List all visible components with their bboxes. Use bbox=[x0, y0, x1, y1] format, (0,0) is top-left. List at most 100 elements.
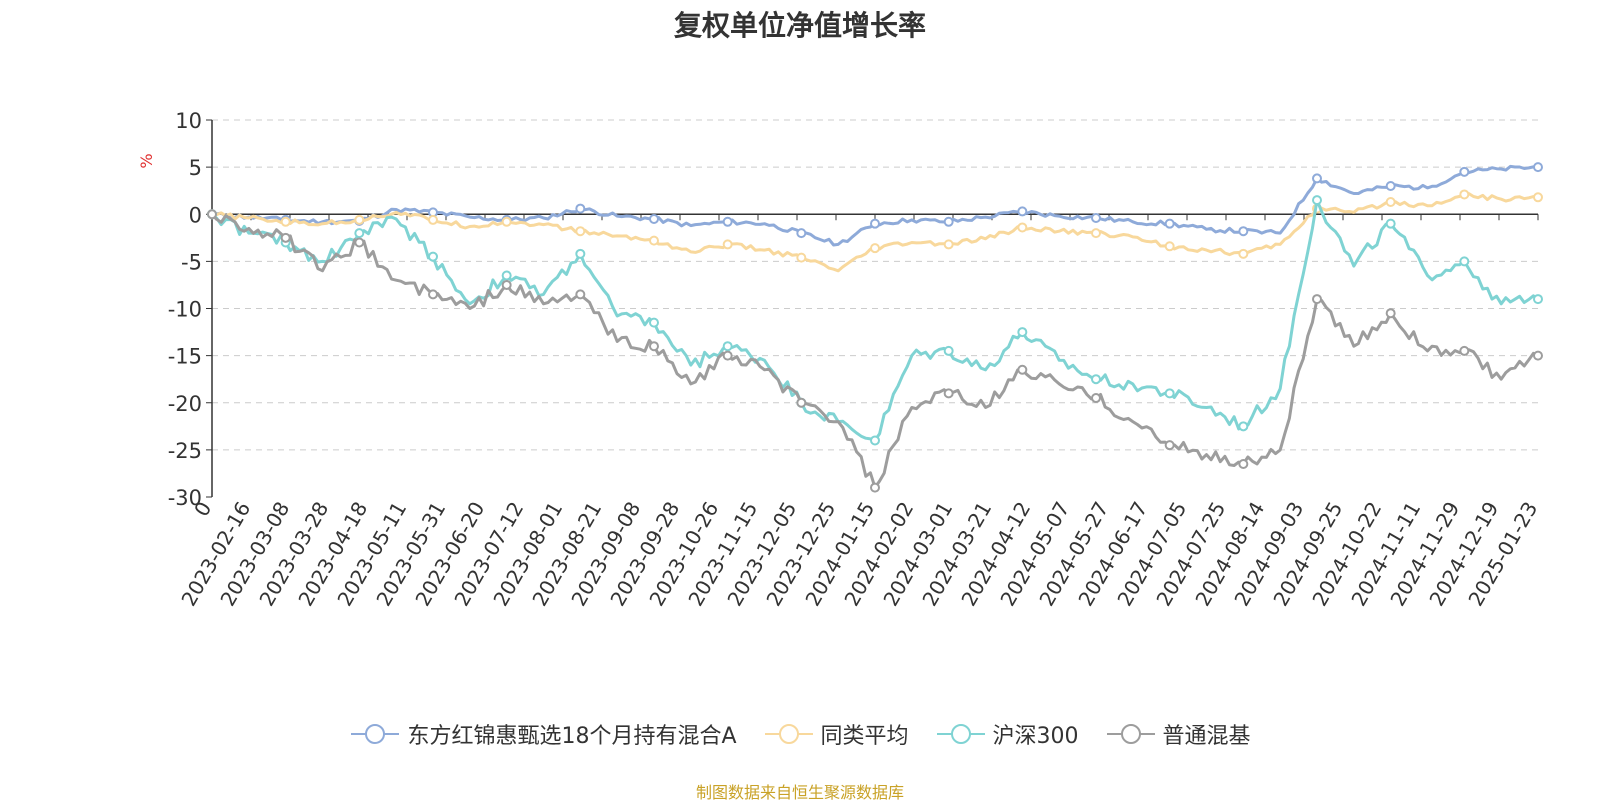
data-point bbox=[1164, 218, 1175, 229]
data-point bbox=[649, 341, 659, 352]
data-point bbox=[1164, 440, 1175, 451]
y-tick-label: 0 bbox=[189, 203, 202, 227]
grid-layer bbox=[212, 119, 1538, 451]
data-point bbox=[1017, 222, 1028, 233]
data-point bbox=[1533, 350, 1543, 361]
data-point bbox=[354, 228, 365, 239]
data-point bbox=[1385, 196, 1396, 207]
legend-label: 东方红锦惠甄选18个月持有混合A bbox=[407, 724, 737, 749]
data-point bbox=[796, 397, 807, 408]
legend-item[interactable]: 东方红锦惠甄选18个月持有混合A bbox=[349, 718, 737, 750]
data-point bbox=[1459, 345, 1470, 356]
data-point bbox=[575, 226, 586, 237]
data-point bbox=[1164, 241, 1175, 252]
y-tick-label: 10 bbox=[175, 109, 202, 133]
chart-title: 复权单位净值增长率 bbox=[673, 9, 926, 42]
y-tick-label: 5 bbox=[189, 156, 202, 180]
legend-label: 沪深300 bbox=[992, 724, 1079, 749]
data-point bbox=[1533, 162, 1543, 173]
y-tick-label: -25 bbox=[168, 439, 202, 463]
data-point bbox=[575, 289, 586, 300]
data-point bbox=[1459, 189, 1470, 200]
data-point bbox=[943, 239, 954, 250]
data-point bbox=[1385, 308, 1396, 319]
data-point bbox=[1312, 195, 1322, 206]
legend-marker-icon bbox=[764, 724, 813, 744]
data-point bbox=[1017, 364, 1028, 375]
data-point bbox=[354, 237, 365, 248]
data-point bbox=[428, 289, 438, 300]
legend-item[interactable]: 沪深300 bbox=[935, 718, 1079, 750]
data-point bbox=[870, 435, 880, 446]
data-point bbox=[722, 350, 733, 361]
data-point bbox=[207, 209, 217, 220]
data-point bbox=[649, 317, 659, 328]
y-tick-label: -5 bbox=[181, 250, 202, 274]
data-point bbox=[870, 243, 880, 254]
data-point bbox=[1459, 256, 1470, 267]
data-point bbox=[1238, 459, 1249, 470]
y-tick-label: -15 bbox=[168, 345, 202, 369]
data-point bbox=[501, 216, 512, 227]
legend-label: 同类平均 bbox=[820, 724, 909, 749]
y-tick-label: -10 bbox=[168, 298, 202, 322]
y-tick-label: -20 bbox=[168, 392, 202, 416]
legend: 东方红锦惠甄选18个月持有混合A 同类平均 沪深300 普通混基 bbox=[0, 718, 1600, 750]
data-point bbox=[1238, 248, 1249, 259]
data-point bbox=[1238, 421, 1249, 432]
series-line bbox=[210, 213, 1539, 490]
data-point bbox=[1385, 218, 1396, 229]
data-point bbox=[1164, 388, 1175, 399]
data-point bbox=[280, 232, 291, 243]
source-note: 制图数据来自恒生聚源数据库 bbox=[695, 783, 904, 802]
series-line bbox=[211, 192, 1539, 273]
data-point bbox=[1238, 226, 1249, 237]
legend-marker-icon bbox=[1106, 724, 1155, 744]
data-point bbox=[649, 213, 659, 224]
data-point bbox=[1091, 393, 1101, 404]
data-point bbox=[796, 252, 807, 263]
data-point bbox=[722, 341, 733, 352]
data-point bbox=[1091, 374, 1101, 385]
series-layer bbox=[207, 162, 1543, 493]
y-tick-label: -30 bbox=[168, 486, 202, 510]
data-point bbox=[870, 482, 880, 493]
data-point bbox=[1385, 180, 1396, 191]
data-point bbox=[1533, 192, 1543, 203]
data-point bbox=[575, 248, 586, 259]
data-point bbox=[1312, 173, 1322, 184]
legend-marker-icon bbox=[351, 724, 400, 744]
legend-marker-icon bbox=[936, 724, 985, 744]
data-point bbox=[1312, 294, 1322, 305]
legend-label: 普通混基 bbox=[1162, 724, 1251, 749]
legend-item[interactable]: 普通混基 bbox=[1105, 718, 1251, 750]
data-point bbox=[354, 214, 365, 225]
data-point bbox=[501, 270, 512, 281]
data-point bbox=[428, 214, 438, 225]
data-point bbox=[943, 345, 954, 356]
data-point bbox=[1459, 166, 1470, 177]
data-point bbox=[870, 218, 880, 229]
data-point bbox=[649, 235, 659, 246]
data-point bbox=[1091, 213, 1101, 224]
data-point bbox=[280, 216, 291, 227]
legend-item[interactable]: 同类平均 bbox=[763, 718, 909, 750]
data-point bbox=[1017, 206, 1028, 217]
y-axis-unit-label: % bbox=[137, 153, 156, 168]
data-point bbox=[1533, 294, 1543, 305]
data-point bbox=[722, 216, 733, 227]
data-point bbox=[428, 251, 438, 262]
data-point bbox=[796, 228, 807, 239]
x-tick-label: 0 bbox=[189, 498, 216, 521]
data-point bbox=[943, 216, 954, 227]
data-point bbox=[943, 388, 954, 399]
axis-layer: 1050-5-10-15-20-25-3002023-02-162023-03-… bbox=[168, 109, 1543, 610]
data-point bbox=[575, 203, 586, 214]
data-point bbox=[722, 239, 733, 250]
series-line bbox=[211, 164, 1539, 247]
series-line bbox=[211, 198, 1539, 442]
data-point bbox=[1091, 228, 1101, 239]
data-point bbox=[501, 279, 512, 290]
data-point bbox=[1017, 327, 1028, 338]
